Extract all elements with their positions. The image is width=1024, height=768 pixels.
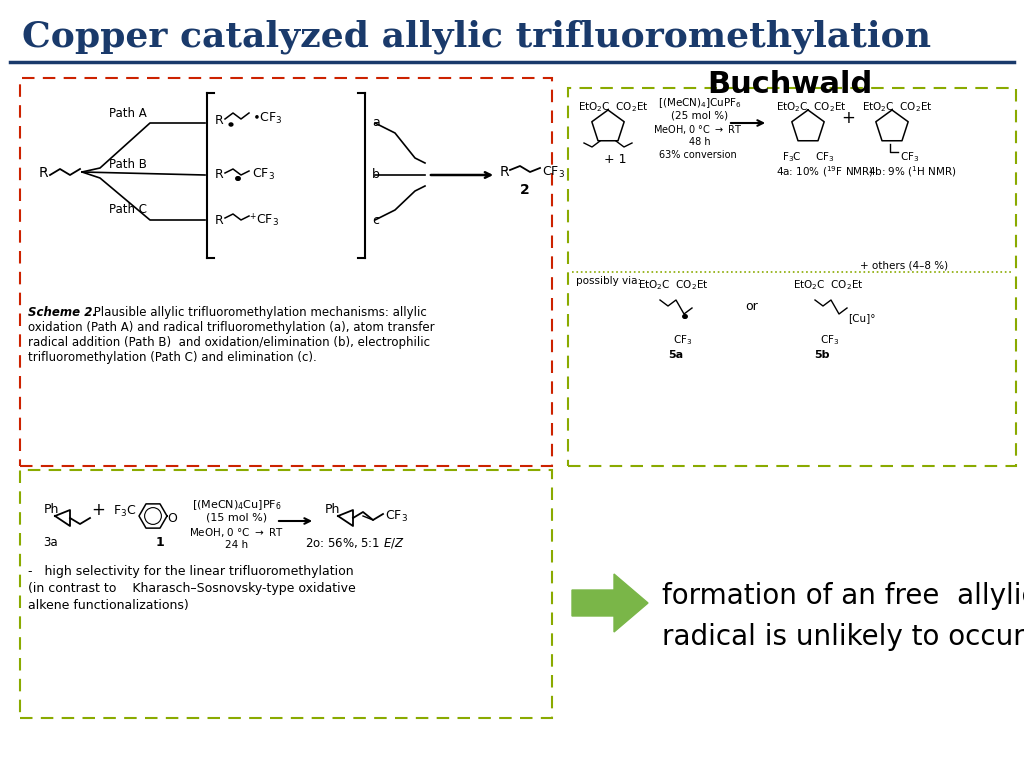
Text: Plausible allylic trifluoromethylation mechanisms: allylic: Plausible allylic trifluoromethylation m… — [90, 306, 427, 319]
Text: Scheme 2.: Scheme 2. — [28, 306, 97, 319]
Text: + 1: + 1 — [604, 153, 627, 166]
Text: alkene functionalizations): alkene functionalizations) — [28, 599, 188, 612]
Text: Path B: Path B — [110, 158, 146, 171]
Text: [(MeCN)$_4$Cu]PF$_6$: [(MeCN)$_4$Cu]PF$_6$ — [193, 498, 282, 511]
Text: or: or — [745, 300, 759, 313]
Text: F$_3$C: F$_3$C — [113, 504, 136, 519]
Text: Path A: Path A — [110, 107, 146, 120]
Polygon shape — [572, 574, 648, 632]
Text: CF$_3$: CF$_3$ — [385, 508, 408, 524]
Text: [(MeCN)$_4$]CuPF$_6$: [(MeCN)$_4$]CuPF$_6$ — [658, 96, 742, 110]
Text: + others (4–8 %): + others (4–8 %) — [860, 260, 948, 270]
Text: CF$_3$: CF$_3$ — [900, 150, 920, 164]
Text: 48 h: 48 h — [689, 137, 711, 147]
Text: MeOH, 0 °C $\rightarrow$ RT: MeOH, 0 °C $\rightarrow$ RT — [189, 526, 285, 539]
Text: $^+$: $^+$ — [248, 212, 257, 222]
Text: 4b: 9% ($^{1}$H NMR): 4b: 9% ($^{1}$H NMR) — [868, 164, 957, 179]
Text: F$_3$C: F$_3$C — [782, 150, 802, 164]
Text: Ph: Ph — [325, 503, 340, 516]
Text: possibly via:: possibly via: — [575, 276, 641, 286]
Text: +: + — [841, 109, 855, 127]
Text: R: R — [215, 114, 224, 127]
Text: 2o: 56%, 5:1 $E/Z$: 2o: 56%, 5:1 $E/Z$ — [305, 536, 404, 550]
Text: 3a: 3a — [43, 536, 57, 549]
Text: O: O — [167, 512, 177, 525]
Text: 5a: 5a — [669, 350, 684, 360]
Text: -   high selectivity for the linear trifluoromethylation: - high selectivity for the linear triflu… — [28, 565, 353, 578]
Text: Buchwald: Buchwald — [708, 70, 872, 99]
Text: EtO$_2$C  CO$_2$Et: EtO$_2$C CO$_2$Et — [578, 100, 648, 114]
Text: R: R — [215, 168, 224, 181]
Text: c: c — [372, 214, 379, 227]
Text: R: R — [500, 165, 510, 179]
Text: EtO$_2$C  CO$_2$Et: EtO$_2$C CO$_2$Et — [793, 278, 863, 292]
Text: R: R — [38, 166, 48, 180]
Text: [Cu]°: [Cu]° — [848, 313, 876, 323]
Text: formation of an free  allylic
radical is unlikely to occur: formation of an free allylic radical is … — [662, 582, 1024, 651]
Text: b: b — [372, 168, 380, 181]
Text: CF$_3$: CF$_3$ — [820, 333, 840, 347]
Text: trifluoromethylation (Path C) and elimination (c).: trifluoromethylation (Path C) and elimin… — [28, 351, 316, 364]
Text: 24 h: 24 h — [225, 540, 249, 550]
Text: EtO$_2$C  CO$_2$Et: EtO$_2$C CO$_2$Et — [638, 278, 709, 292]
Text: Copper catalyzed allylic trifluoromethylation: Copper catalyzed allylic trifluoromethyl… — [22, 20, 931, 55]
Text: 63% conversion: 63% conversion — [659, 150, 737, 160]
Text: MeOH, 0 °C $\rightarrow$ RT: MeOH, 0 °C $\rightarrow$ RT — [653, 123, 742, 136]
Text: 2: 2 — [520, 183, 529, 197]
Text: (25 mol %): (25 mol %) — [672, 110, 728, 120]
Text: 1: 1 — [156, 536, 165, 549]
Text: R: R — [215, 214, 224, 227]
Text: a: a — [372, 117, 380, 130]
Text: CF$_3$: CF$_3$ — [252, 167, 274, 181]
Text: Ph: Ph — [44, 503, 59, 516]
Text: 5b: 5b — [814, 350, 829, 360]
Text: radical addition (Path B)  and oxidation/elimination (b), electrophilic: radical addition (Path B) and oxidation/… — [28, 336, 430, 349]
Text: $\bullet$CF$_3$: $\bullet$CF$_3$ — [252, 111, 283, 125]
Text: (in contrast to    Kharasch–Sosnovsky-type oxidative: (in contrast to Kharasch–Sosnovsky-type … — [28, 582, 355, 595]
Text: CF$_3$: CF$_3$ — [256, 213, 279, 227]
Text: 4a: 10% ($^{19}$F NMR): 4a: 10% ($^{19}$F NMR) — [776, 164, 874, 179]
Text: oxidation (Path A) and radical trifluoromethylation (a), atom transfer: oxidation (Path A) and radical trifluoro… — [28, 321, 434, 334]
Text: EtO$_2$C  CO$_2$Et: EtO$_2$C CO$_2$Et — [862, 100, 933, 114]
Text: CF$_3$: CF$_3$ — [815, 150, 835, 164]
Text: +: + — [91, 501, 104, 519]
Text: EtO$_2$C  CO$_2$Et: EtO$_2$C CO$_2$Et — [776, 100, 847, 114]
Text: Path C: Path C — [109, 203, 147, 216]
Text: CF$_3$: CF$_3$ — [674, 333, 692, 347]
Text: (15 mol %): (15 mol %) — [207, 513, 267, 523]
Text: CF$_3$: CF$_3$ — [542, 164, 565, 180]
